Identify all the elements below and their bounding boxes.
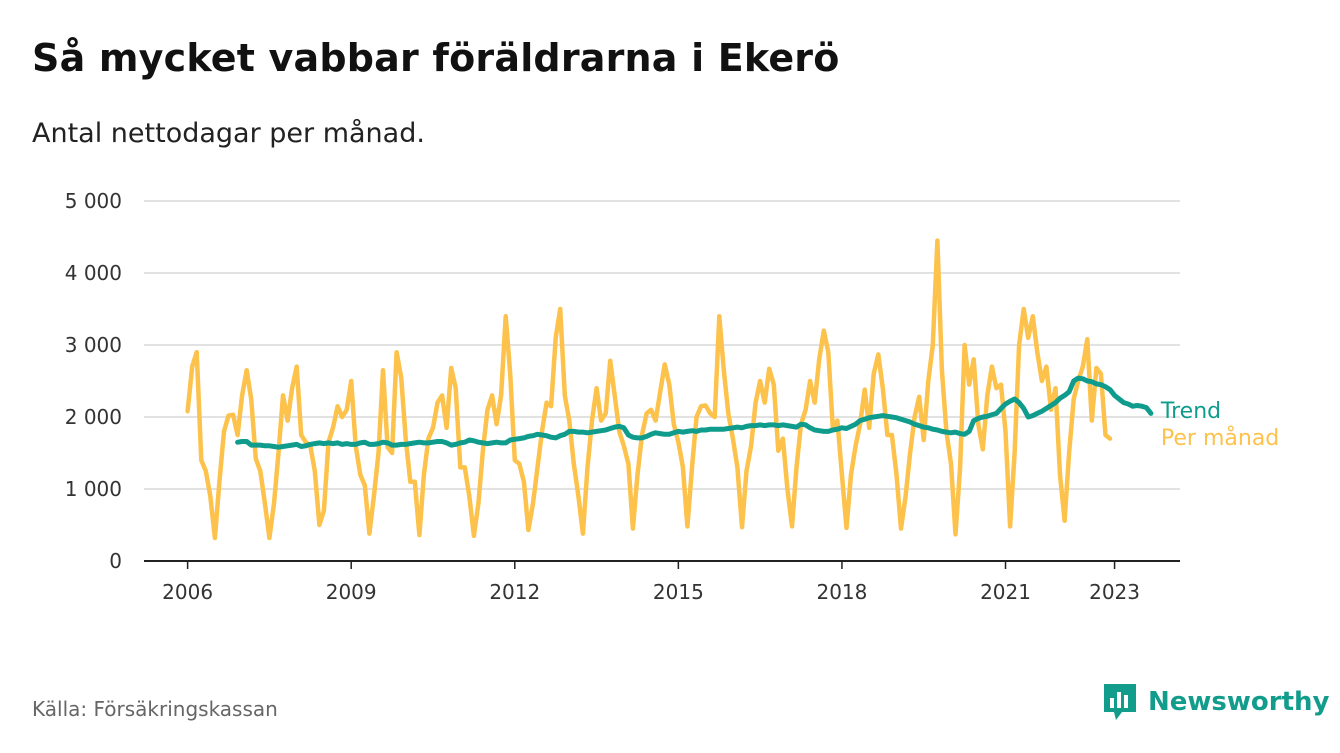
x-tick-label: 2021: [980, 580, 1031, 604]
legend-label-trend: Trend: [1160, 399, 1221, 424]
y-tick-label: 0: [109, 549, 122, 573]
x-tick-label: 2018: [816, 580, 867, 604]
y-tick-label: 5 000: [65, 189, 122, 213]
x-tick-label: 2012: [489, 580, 540, 604]
trend-line: [235, 375, 1154, 450]
x-tick-label: 2006: [162, 580, 213, 604]
newsworthy-logo-icon: [1104, 684, 1136, 720]
x-tick-label: 2009: [326, 580, 377, 604]
y-tick-label: 2 000: [65, 405, 122, 429]
series-lines: [185, 238, 1154, 541]
source-credit: Källa: Försäkringskassan: [32, 697, 278, 721]
x-axis-ticks: 2006 2009 2012 2015 2018 2021 2023: [162, 561, 1140, 604]
y-tick-label: 3 000: [65, 333, 122, 357]
chart-subtitle: Antal nettodagar per månad.: [32, 118, 425, 149]
brand-name: Newsworthy: [1148, 687, 1330, 717]
brand-logo[interactable]: Newsworthy: [1102, 682, 1329, 722]
y-axis-ticks: 0 1 000 2 000 3 000 4 000 5 000: [65, 189, 122, 573]
y-tick-label: 1 000: [65, 477, 122, 501]
x-tick-label: 2015: [653, 580, 704, 604]
chart-title: Så mycket vabbar föräldrarna i Ekerö: [32, 36, 840, 80]
x-tick-label: 2023: [1089, 580, 1140, 604]
per-manad-line: [185, 238, 1113, 541]
legend-label-per-manad: Per månad: [1161, 425, 1279, 451]
y-tick-label: 4 000: [65, 261, 122, 285]
